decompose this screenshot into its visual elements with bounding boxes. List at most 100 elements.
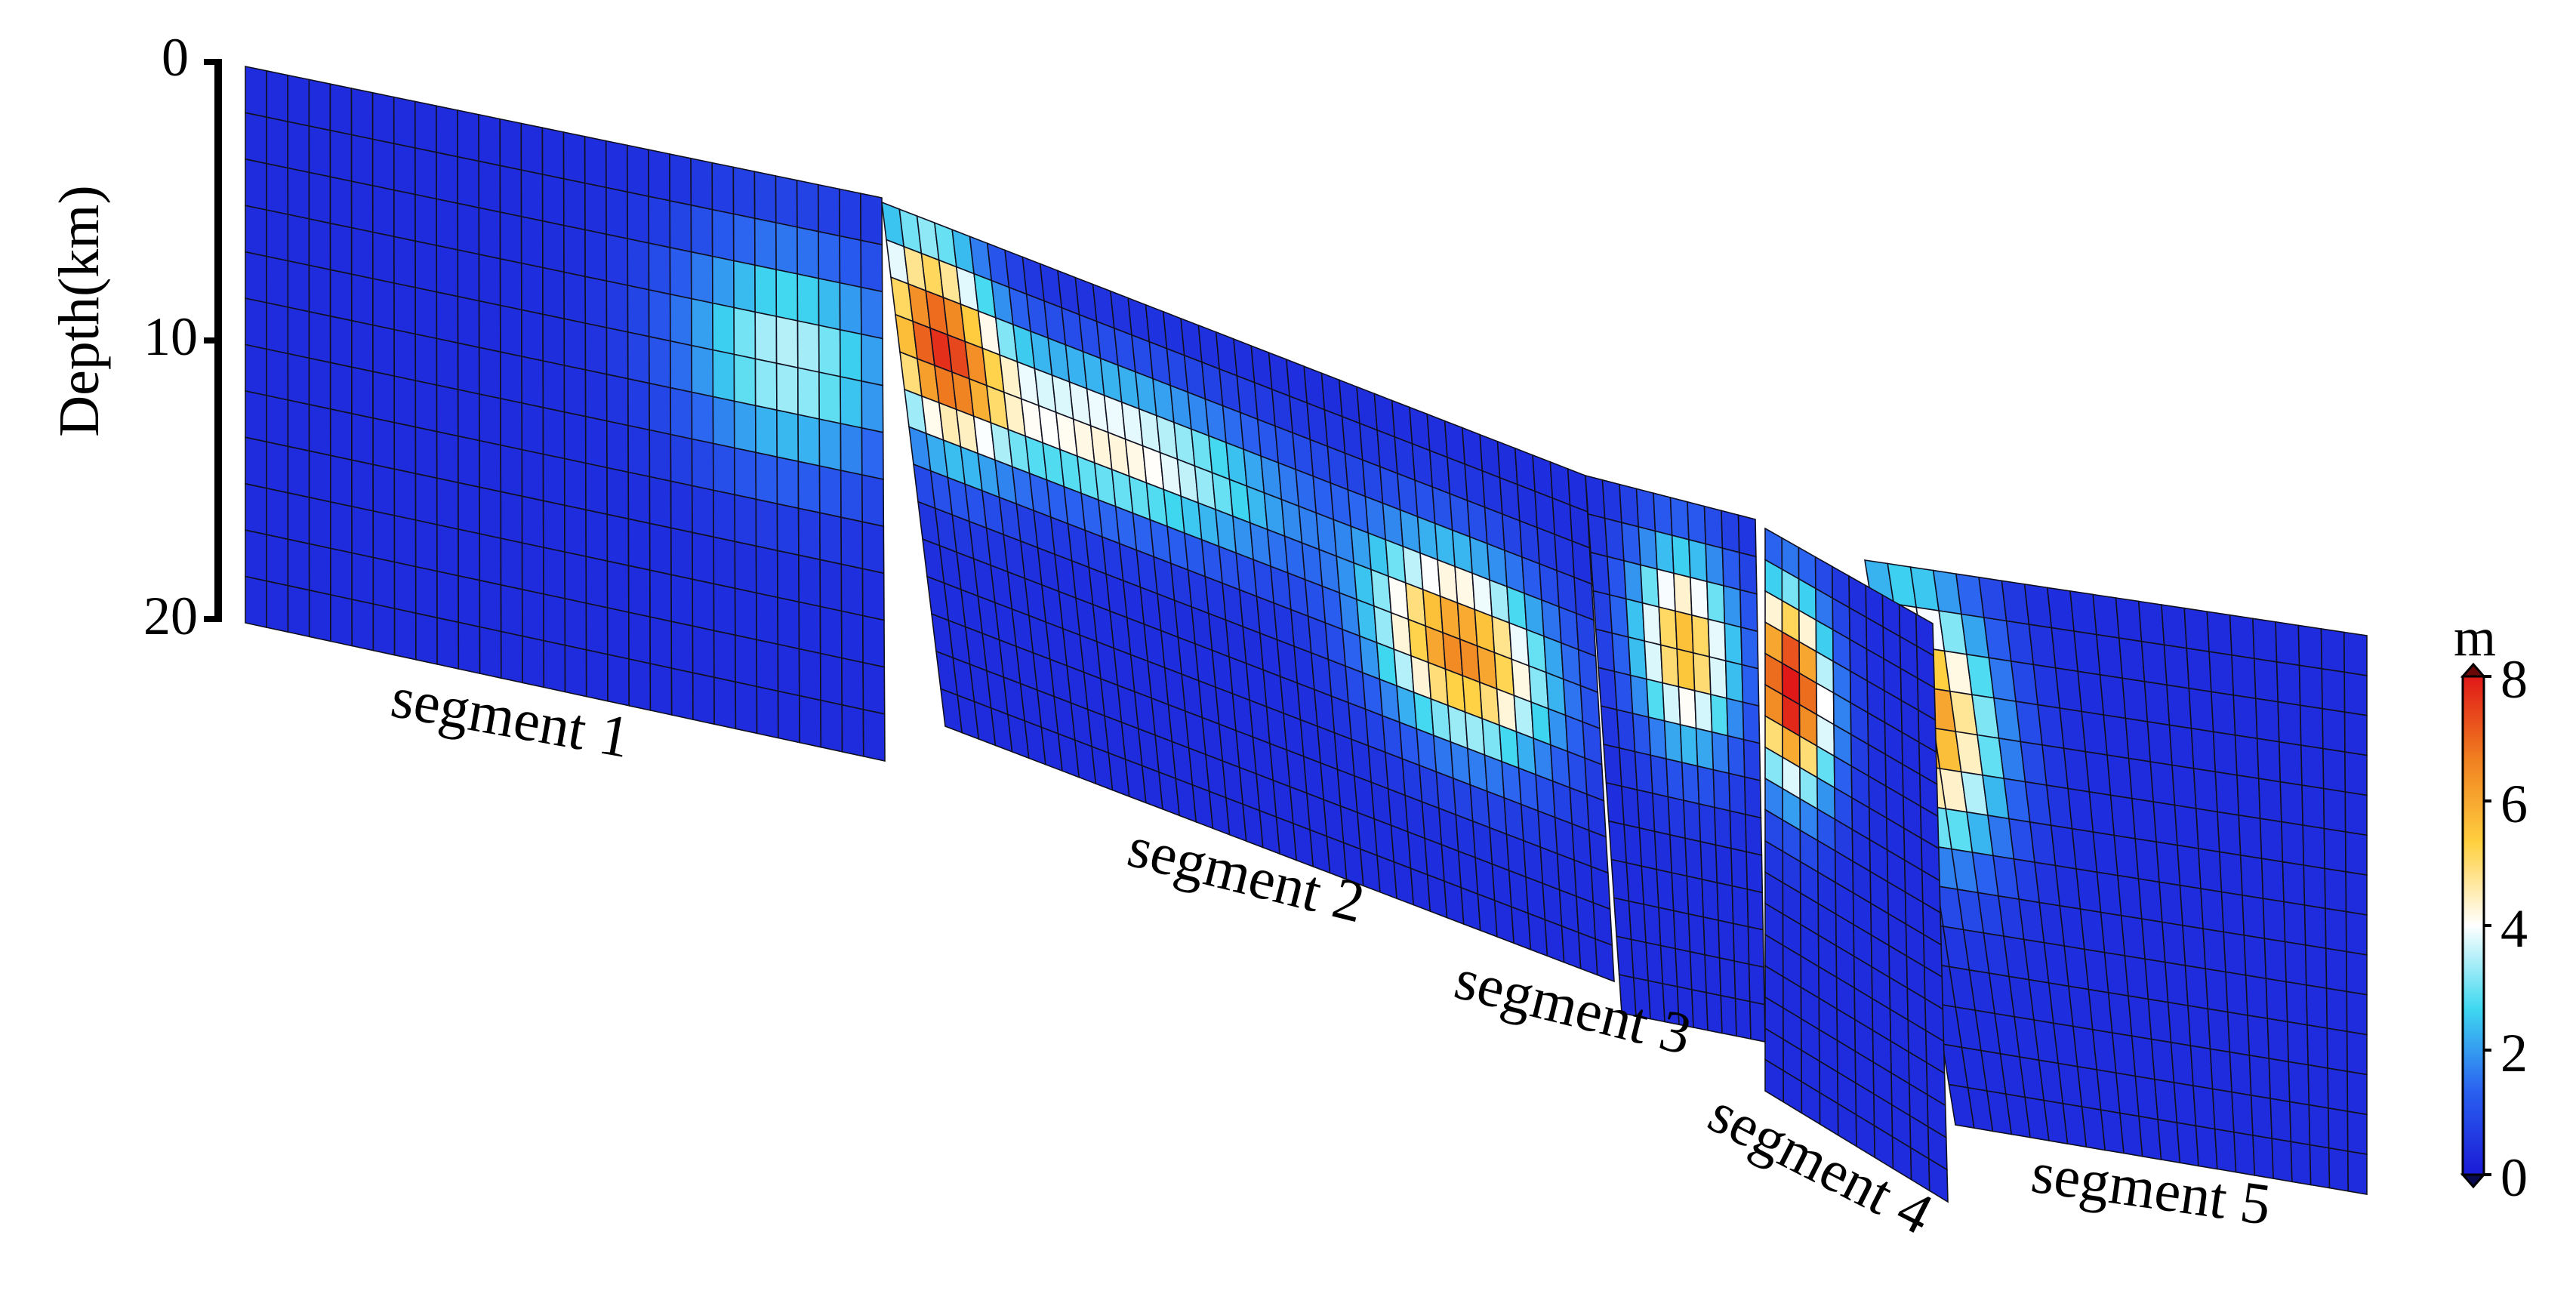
slip-patch [521, 542, 544, 595]
slip-patch [670, 574, 694, 627]
slip-patch [287, 121, 310, 174]
slip-patch [649, 616, 673, 670]
depth-tick-20: 20 [143, 586, 198, 646]
slip-patch [2149, 761, 2176, 806]
slip-patch [753, 171, 777, 223]
slip-patch [797, 507, 821, 561]
slip-patch [649, 663, 673, 716]
slip-patch [2308, 1104, 2330, 1149]
slip-patch [733, 447, 757, 501]
slip-patch [436, 477, 459, 530]
slip-patch [478, 300, 501, 353]
slip-patch [1638, 525, 1658, 570]
slip-patch [520, 122, 544, 175]
slip-patch [712, 396, 735, 449]
slip-patch [2128, 757, 2155, 803]
slip-patch [754, 311, 778, 365]
slip-patch [563, 504, 587, 558]
slip-patch [2303, 864, 2326, 910]
slip-patch [861, 427, 884, 480]
slip-patch [2322, 707, 2346, 753]
slip-patch [245, 482, 268, 536]
slip-patch [1688, 538, 1708, 583]
slip-patch [1656, 568, 1676, 612]
fault-patches [245, 66, 2368, 1203]
slip-patch [2282, 861, 2306, 906]
slip-patch [775, 175, 798, 228]
slip-patch [266, 580, 289, 633]
slip-patch [713, 536, 736, 590]
slip-patch [2290, 1141, 2312, 1186]
slip-patch [840, 423, 863, 476]
slip-patch [457, 342, 480, 395]
slip-patch [2285, 981, 2308, 1026]
slip-patch [245, 66, 267, 119]
colorbar-tick-4: 4 [2501, 898, 2528, 959]
slip-patch [1743, 776, 1762, 819]
slip-patch [287, 74, 310, 127]
slip-patch [2256, 738, 2282, 783]
slip-patch [287, 353, 310, 405]
slip-patch [690, 157, 713, 211]
slip-patch [2217, 811, 2242, 856]
slip-patch [1730, 847, 1749, 890]
slip-patch [2346, 1030, 2368, 1076]
slip-patch [775, 269, 799, 322]
slip-patch [458, 621, 481, 675]
slip-patch [711, 255, 735, 309]
slip-patch [245, 297, 268, 350]
slip-patch [1585, 474, 1606, 519]
fault-segment-3 [1585, 474, 1766, 1043]
slip-patch [2115, 597, 2143, 642]
slip-patch [1737, 514, 1757, 558]
slip-patch [308, 543, 331, 596]
slip-patch [692, 578, 715, 632]
slip-patch [245, 575, 268, 629]
slip-patch [754, 358, 778, 411]
slip-patch [371, 91, 395, 145]
slip-patch [1927, 1157, 1949, 1203]
slip-patch [861, 615, 886, 668]
slip-patch [329, 408, 353, 461]
colorbar-tick-0: 0 [2501, 1147, 2528, 1208]
slip-patch [287, 306, 310, 359]
slip-patch [499, 211, 522, 264]
slip-patch [1739, 589, 1758, 633]
slip-patch [266, 69, 289, 123]
slip-patch [1644, 640, 1663, 684]
slip-patch [605, 420, 630, 473]
slip-patch [2195, 808, 2220, 853]
slip-patch [1643, 903, 1662, 947]
slip-patch [372, 464, 396, 516]
slip-patch [2309, 1144, 2331, 1189]
slip-patch [1676, 648, 1696, 692]
slip-patch [691, 344, 714, 398]
slip-patch [2238, 814, 2263, 860]
slip-patch [2346, 1110, 2368, 1156]
slip-patch [266, 162, 289, 215]
slip-patch [2205, 968, 2229, 1013]
slip-patch [732, 166, 756, 220]
slip-patch [436, 245, 459, 297]
slip-patch [2343, 711, 2368, 756]
slip-patch [1671, 872, 1690, 915]
slip-patch [1745, 813, 1763, 856]
slip-patch [2254, 698, 2280, 743]
slip-patch [245, 205, 267, 257]
slip-patch [457, 295, 480, 349]
slip-patch [2322, 747, 2346, 793]
slip-patch [584, 135, 607, 189]
slip-patch [2281, 821, 2305, 866]
slip-patch [541, 174, 565, 226]
slip-patch [2131, 797, 2157, 843]
slip-patch [1715, 844, 1733, 887]
slip-patch [1561, 925, 1582, 970]
slip-patch [627, 377, 651, 431]
slip-patch [2137, 878, 2163, 923]
slip-patch [2109, 794, 2137, 839]
slip-patch [329, 501, 353, 554]
slip-patch [2212, 731, 2238, 776]
slip-patch [2343, 671, 2368, 716]
slip-patch [1647, 716, 1667, 760]
slip-patch [436, 291, 459, 344]
